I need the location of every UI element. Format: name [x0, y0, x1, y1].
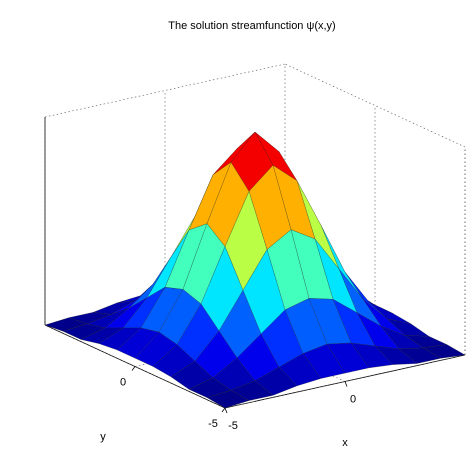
y-tick — [131, 366, 136, 371]
surface-patch — [206, 390, 250, 409]
grid-line — [224, 354, 466, 409]
axes-box: -5 0 -5 0 — [44, 63, 466, 432]
y-tick-label: -5 — [208, 418, 218, 430]
y-tick-label: 0 — [120, 376, 126, 388]
x-tick — [224, 407, 228, 414]
box-edge — [44, 63, 286, 118]
x-tick-label: -5 — [228, 420, 238, 432]
y-axis-label: y — [100, 431, 106, 443]
x-tick — [344, 381, 348, 387]
chart-title: The solution streamfunction ψ(x,y) — [168, 20, 335, 32]
x-axis-label: x — [342, 437, 348, 449]
box-edge — [284, 63, 466, 148]
x-tick-label: 0 — [350, 393, 356, 405]
surface — [44, 131, 466, 409]
y-tick — [221, 407, 226, 413]
grid-line — [44, 324, 226, 409]
